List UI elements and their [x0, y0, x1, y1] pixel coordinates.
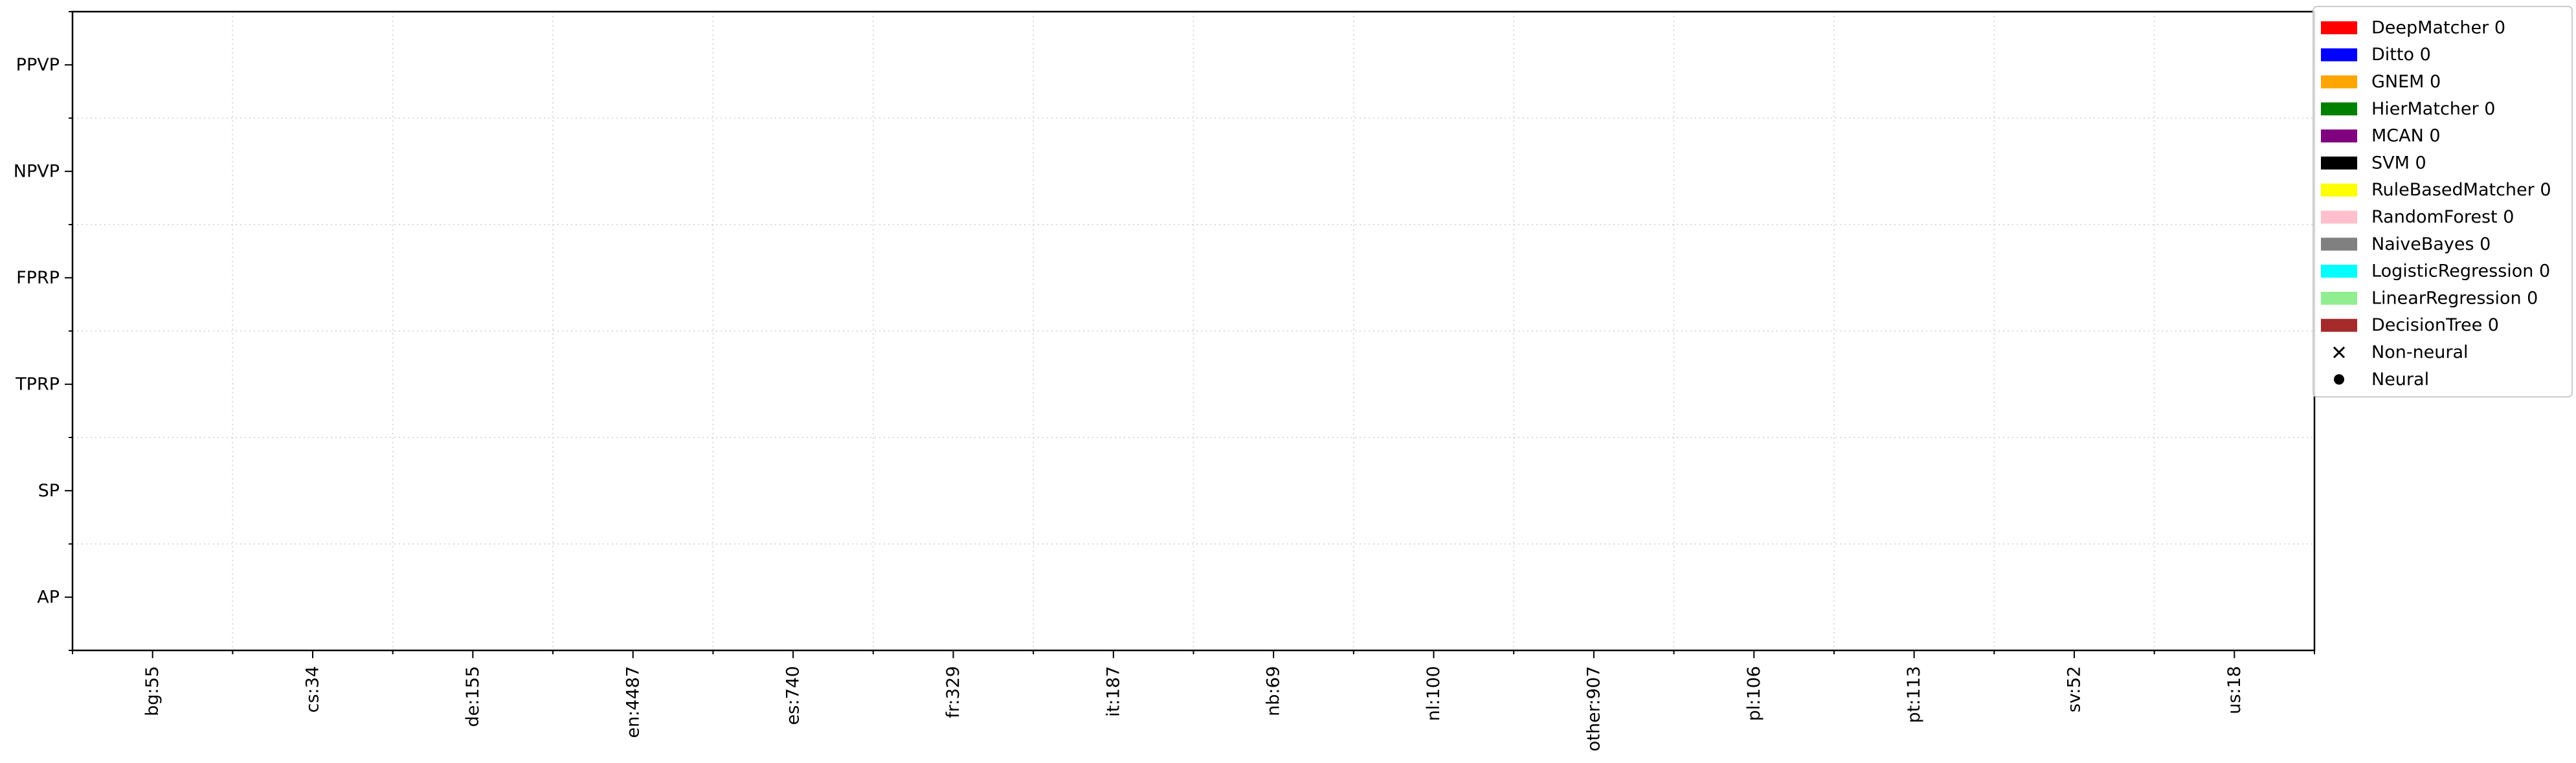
legend-swatch	[2321, 291, 2357, 305]
y-tick-label: TPRP	[15, 374, 60, 394]
legend-label: SVM 0	[2371, 153, 2426, 173]
legend-swatch	[2321, 21, 2357, 34]
x-tick-label: es:740	[783, 666, 803, 725]
legend-swatch	[2321, 318, 2357, 332]
legend-marker-x-icon	[2333, 346, 2346, 359]
y-tick-label: NPVP	[14, 161, 60, 181]
x-tick-label: other:907	[1584, 666, 1604, 751]
y-tick-label: FPRP	[16, 268, 60, 288]
x-tick-label: nb:69	[1264, 666, 1284, 716]
legend-label: RandomForest 0	[2371, 207, 2514, 227]
legend-swatch	[2321, 210, 2357, 224]
x-tick-label: sv:52	[2064, 666, 2084, 713]
legend-label: MCAN 0	[2371, 126, 2441, 146]
legend-label: GNEM 0	[2371, 72, 2441, 92]
legend-label: RuleBasedMatcher 0	[2371, 180, 2551, 200]
x-tick-label: pl:106	[1744, 666, 1764, 721]
legend-swatch	[2321, 75, 2357, 89]
legend-label: DecisionTree 0	[2371, 315, 2499, 335]
x-tick-label: de:155	[463, 666, 483, 727]
legend-swatch	[2321, 238, 2357, 251]
x-tick-label: it:187	[1103, 666, 1123, 717]
legend-box	[2313, 6, 2573, 398]
legend-label: Neural	[2371, 370, 2429, 390]
legend-label: LinearRegression 0	[2371, 288, 2538, 308]
legend-label: LogisticRegression 0	[2371, 261, 2550, 282]
legend-swatch	[2321, 156, 2357, 170]
legend-swatch	[2321, 183, 2357, 197]
x-tick-label: nl:100	[1424, 666, 1444, 721]
legend-marker-dot-icon	[2334, 374, 2344, 385]
legend-label: Ditto 0	[2371, 45, 2431, 65]
x-tick-label: bg:55	[142, 666, 162, 716]
x-tick-label: us:18	[2224, 666, 2245, 714]
y-tick-label: PPVP	[16, 55, 60, 75]
legend-swatch	[2321, 48, 2357, 61]
legend-label: Non-neural	[2371, 342, 2469, 362]
x-tick-label: cs:34	[303, 666, 323, 713]
legend-swatch	[2321, 102, 2357, 116]
x-tick-label: en:4487	[623, 666, 643, 738]
x-tick-label: fr:329	[943, 666, 963, 718]
y-tick-label: AP	[37, 587, 60, 607]
legend-label: NaiveBayes 0	[2371, 234, 2491, 254]
legend-swatch	[2321, 265, 2357, 278]
x-tick-label: pt:113	[1904, 666, 1924, 723]
legend-label: DeepMatcher 0	[2371, 17, 2505, 38]
y-tick-label: SP	[38, 481, 60, 501]
legend-swatch	[2321, 129, 2357, 143]
legend-label: HierMatcher 0	[2371, 99, 2495, 119]
